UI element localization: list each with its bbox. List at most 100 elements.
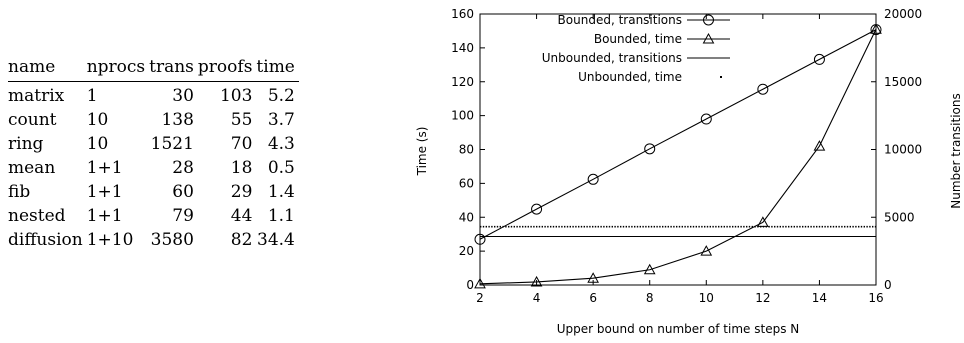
cell-time: 34.4 — [257, 230, 295, 250]
series-markers — [474, 23, 882, 289]
cell-name: mean — [8, 158, 56, 178]
series-line-bounded-transitions — [479, 29, 877, 240]
cell-name: matrix — [8, 86, 65, 106]
y-tick-label: 60 — [459, 176, 474, 190]
y-axis-label: Time (s) — [415, 127, 429, 177]
cell-time: 5.2 — [267, 86, 295, 106]
y2-tick-label: 15000 — [884, 75, 922, 89]
cell-name: diffusion — [8, 230, 83, 250]
transition-point — [644, 143, 656, 155]
transition-point — [813, 53, 825, 65]
table-row: diffusion 1+10 3580 82 34.4 — [8, 228, 299, 252]
transition-point — [700, 113, 712, 125]
cell-proofs: 18 — [230, 158, 253, 178]
cell-time: 1.4 — [267, 182, 295, 202]
cell-trans: 28 — [172, 158, 194, 178]
transition-point — [531, 203, 543, 215]
legend-marker — [702, 32, 715, 44]
x-tick-label: 8 — [646, 291, 654, 305]
x-tick-label: 14 — [812, 291, 827, 305]
time-vs-steps-chart: Time (s) Number transitions Upper bound … — [415, 7, 963, 336]
x-axis-label: Upper bound on number of time steps N — [557, 322, 799, 336]
col-header-proofs: proofs — [197, 56, 257, 82]
y2-tick-label: 0 — [884, 278, 892, 292]
series-lines — [479, 29, 877, 285]
x-tick-label: 16 — [868, 291, 883, 305]
series-line-bounded-time — [479, 29, 877, 285]
cell-nprocs: 1+1 — [86, 182, 123, 202]
cell-name: ring — [8, 134, 44, 154]
col-header-time: time — [256, 56, 299, 82]
table-row: mean 1+1 28 18 0.5 — [8, 156, 299, 180]
x-tick-label: 12 — [755, 291, 770, 305]
y2-tick-label: 20000 — [884, 7, 922, 21]
transition-point — [757, 83, 769, 95]
cell-trans: 138 — [161, 110, 194, 130]
y-tick-label: 140 — [451, 41, 474, 55]
y2-axis-label: Number transitions — [949, 93, 963, 208]
cell-time: 4.3 — [267, 134, 295, 154]
x-tick-label: 2 — [476, 291, 484, 305]
table-row: count 10 138 55 3.7 — [8, 108, 299, 132]
legend-label: Bounded, time — [594, 32, 682, 46]
time-point — [643, 263, 656, 275]
y-tick-label: 20 — [459, 244, 474, 258]
table-header-row: name nprocs trans proofs time — [8, 56, 299, 82]
time-point — [813, 140, 826, 151]
time-point — [700, 245, 713, 256]
table-row: fib 1+1 60 29 1.4 — [8, 180, 299, 204]
transition-point — [587, 173, 599, 185]
cell-proofs: 44 — [230, 206, 253, 226]
cell-proofs: 70 — [230, 134, 253, 154]
cell-nprocs: 1 — [86, 86, 98, 106]
cell-trans: 30 — [172, 86, 194, 106]
transition-point — [474, 233, 486, 245]
time-point — [587, 272, 599, 283]
cell-name: nested — [8, 206, 66, 226]
cell-name: count — [8, 110, 57, 130]
cell-trans: 3580 — [150, 230, 194, 250]
col-header-name: name — [8, 56, 87, 82]
legend-label: Unbounded, transitions — [542, 51, 682, 65]
time-point — [530, 275, 543, 287]
x-tick-label: 4 — [533, 291, 541, 305]
y-tick-label: 100 — [451, 109, 474, 123]
cell-proofs: 103 — [219, 86, 253, 106]
col-header-nprocs: nprocs — [86, 56, 150, 82]
cell-proofs: 82 — [230, 230, 253, 250]
y-tick-label: 160 — [451, 7, 474, 21]
cell-time: 3.7 — [267, 110, 295, 130]
cell-nprocs: 1+1 — [86, 158, 123, 178]
legend: Bounded, transitions Bounded, time Unbound… — [542, 13, 730, 84]
time-point — [757, 216, 769, 227]
cell-name: fib — [8, 182, 31, 202]
time-point — [870, 23, 882, 34]
table-row: ring 10 1521 70 4.3 — [8, 132, 299, 156]
y2-tick-label: 5000 — [884, 210, 915, 224]
cell-time: 1.1 — [267, 206, 295, 226]
legend-marker — [703, 14, 714, 26]
time-point — [474, 277, 486, 289]
cell-nprocs: 10 — [86, 134, 109, 154]
results-table: name nprocs trans proofs time matrix 1 3… — [8, 56, 299, 252]
table-row: nested 1+1 79 44 1.1 — [8, 204, 299, 228]
table-row: matrix 1 30 103 5.2 — [8, 82, 299, 109]
y-tick-label: 120 — [451, 75, 474, 89]
cell-nprocs: 10 — [86, 110, 109, 130]
axis-ticks: 2 4 6 8 10 12 14 160204060801001201401600500010… — [451, 7, 922, 305]
y-tick-label: 80 — [459, 143, 474, 157]
col-header-trans: trans — [149, 56, 198, 82]
y-tick-label: 0 — [466, 278, 474, 292]
cell-time: 0.5 — [267, 158, 295, 178]
cell-trans: 1521 — [150, 134, 194, 154]
cell-trans: 60 — [172, 182, 194, 202]
legend-label: Bounded, transitions — [558, 13, 682, 27]
cell-trans: 79 — [172, 206, 194, 226]
cell-nprocs: 1+1 — [86, 206, 123, 226]
y-tick-label: 40 — [459, 210, 474, 224]
x-tick-label: 10 — [699, 291, 714, 305]
x-tick-label: 6 — [589, 291, 597, 305]
y2-tick-label: 10000 — [884, 143, 922, 157]
cell-nprocs: 1+10 — [86, 230, 134, 250]
cell-proofs: 55 — [230, 110, 253, 130]
